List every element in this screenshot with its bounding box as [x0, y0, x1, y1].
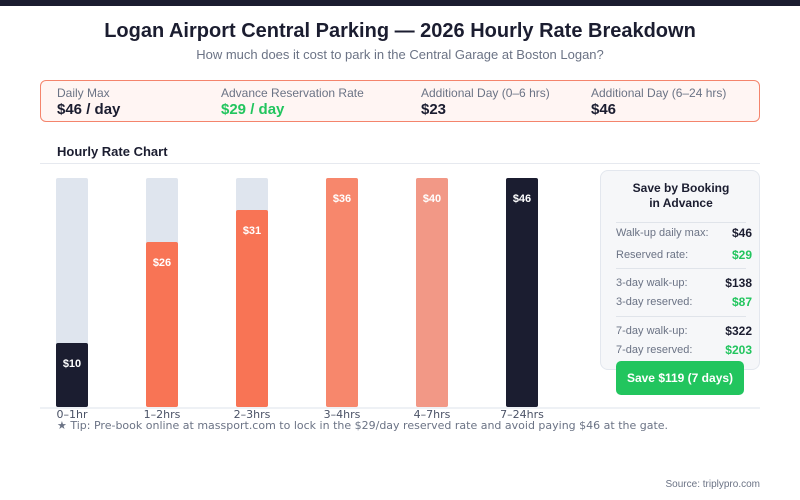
panel-divider [616, 316, 746, 317]
bar-track [146, 178, 178, 407]
bar-track [326, 178, 358, 407]
bar-track [56, 178, 88, 407]
bar [56, 343, 88, 407]
bar [236, 209, 268, 407]
summary-value: $23 [421, 101, 447, 118]
panel-row: 3-day reserved: $87 [616, 295, 752, 309]
bar [326, 178, 358, 407]
summary-label: Additional Day (6–24 hrs) [591, 86, 727, 100]
source-credit: Source: triplypro.com [665, 479, 760, 490]
row-label: 7-day walk-up: [616, 325, 688, 337]
chart-divider [40, 163, 760, 164]
bar-track [416, 178, 448, 407]
top-bar [0, 0, 800, 6]
panel-row: Walk-up daily max: $46 [616, 226, 752, 240]
summary-label: Advance Reservation Rate [221, 86, 364, 100]
summary-label: Daily Max [57, 86, 110, 100]
row-label: Walk-up daily max: [616, 227, 709, 239]
panel-title: Save by Booking in Advance [601, 181, 761, 211]
bar-value-label: $46 [512, 193, 532, 205]
row-value: $29 [731, 248, 752, 262]
panel-row: Reserved rate: $29 [616, 248, 752, 262]
tip-text: ★ Tip: Pre-book online at massport.com t… [57, 419, 669, 432]
bar-value-label: $36 [332, 193, 352, 205]
row-value: $46 [731, 226, 752, 240]
summary-label: Additional Day (0–6 hrs) [421, 86, 550, 100]
panel-row: 7-day walk-up: $322 [616, 324, 752, 338]
summary-value: $46 [591, 101, 617, 118]
summary-advance-rate: Advance Reservation Rate $29 / day [221, 86, 364, 118]
row-label: 7-day reserved: [616, 344, 693, 356]
bar [146, 241, 178, 407]
summary-additional-day-long: Additional Day (6–24 hrs) $46 [591, 86, 726, 118]
row-value: $87 [731, 295, 752, 309]
bar [506, 178, 538, 407]
panel-title-line: Save by Booking [632, 181, 730, 195]
page-title: Logan Airport Central Parking — 2026 Hou… [104, 20, 696, 42]
save-button[interactable]: Save $119 (7 days) [616, 361, 744, 395]
row-label: 3-day walk-up: [616, 277, 688, 289]
panel-title-line: in Advance [649, 196, 713, 210]
summary-box: Daily Max $46 / day Advance Reservation … [40, 80, 760, 122]
bar-value-label: $40 [422, 193, 442, 205]
panel-row: 7-day reserved: $203 [616, 343, 752, 357]
bar-track [506, 178, 538, 407]
panel-divider [616, 268, 746, 269]
bar-track [236, 178, 268, 407]
bar [416, 178, 448, 407]
chart-title: Hourly Rate Chart [57, 144, 168, 159]
bar-value-label: $26 [152, 256, 172, 269]
bar-value-label: $10 [62, 358, 82, 371]
row-value: $322 [725, 324, 752, 338]
row-label: Reserved rate: [616, 249, 689, 261]
chart-baseline [40, 407, 760, 409]
summary-additional-day-short: Additional Day (0–6 hrs) $23 [421, 86, 550, 118]
summary-value: $46 / day [57, 101, 121, 118]
row-value: $203 [725, 343, 752, 357]
row-label: 3-day reserved: [616, 296, 693, 308]
bar-value-label: $31 [242, 224, 262, 237]
row-value: $138 [725, 276, 752, 290]
page-subtitle: How much does it cost to park in the Cen… [196, 47, 604, 62]
panel-divider [616, 222, 746, 223]
summary-daily-max: Daily Max $46 / day [57, 86, 120, 118]
savings-panel: Save by Booking in Advance Walk-up daily… [600, 170, 760, 370]
summary-value: $29 / day [221, 101, 285, 118]
panel-row: 3-day walk-up: $138 [616, 276, 752, 290]
